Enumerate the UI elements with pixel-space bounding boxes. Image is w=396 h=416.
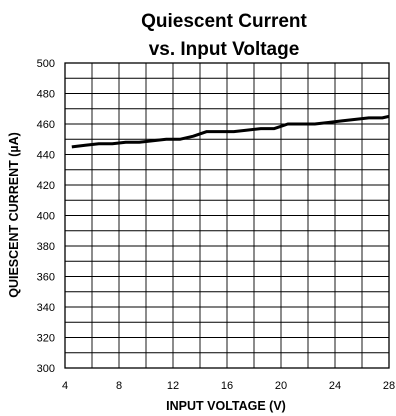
x-tick-label: 20	[275, 380, 287, 392]
y-tick-label: 360	[37, 272, 55, 284]
x-tick-label: 12	[167, 380, 179, 392]
y-tick-label: 320	[37, 333, 55, 345]
x-tick-labels: 4 8 12 16 20 24 28	[62, 380, 395, 392]
series-layer	[71, 114, 390, 149]
plot-border	[64, 62, 390, 369]
x-tick-label: 4	[62, 380, 68, 392]
y-tick-label: 400	[37, 211, 55, 223]
y-tick-label: 500	[37, 58, 55, 70]
y-tick-labels: 300 320 340 360 380 400 420 440 460 480 500	[37, 58, 55, 375]
x-tick-label: 24	[329, 380, 341, 392]
y-axis-title: QUIESCENT CURRENT (µA)	[7, 132, 21, 298]
x-tick-label: 16	[221, 380, 233, 392]
x-tick-label: 28	[383, 380, 395, 392]
y-tick-label: 440	[37, 150, 55, 162]
x-axis-title: INPUT VOLTAGE (V)	[166, 399, 286, 413]
y-tick-label: 380	[37, 241, 55, 253]
y-tick-label: 420	[37, 180, 55, 192]
y-tick-label: 480	[37, 89, 55, 101]
y-tick-label: 340	[37, 302, 55, 314]
chart-title-line-2: vs. Input Voltage	[149, 39, 300, 60]
chart-title-line-1: Quiescent Current	[141, 11, 307, 32]
series-line	[71, 114, 390, 149]
grid	[64, 62, 390, 369]
x-tick-label: 8	[116, 380, 122, 392]
plot-frame	[64, 62, 390, 369]
y-tick-label: 460	[37, 119, 55, 131]
y-tick-label: 300	[37, 363, 55, 375]
